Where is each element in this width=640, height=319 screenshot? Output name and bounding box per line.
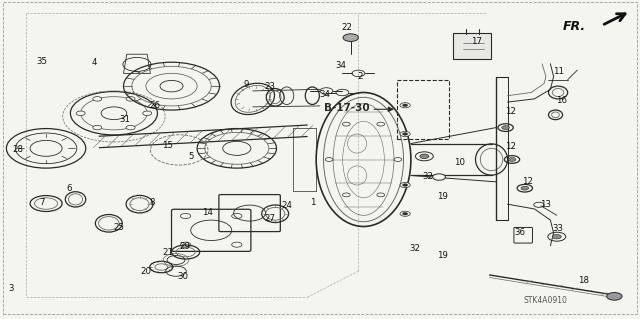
Text: 11: 11 bbox=[552, 67, 564, 76]
Circle shape bbox=[325, 158, 333, 161]
Circle shape bbox=[232, 242, 242, 247]
Circle shape bbox=[552, 234, 561, 239]
Text: STK4A0910: STK4A0910 bbox=[524, 296, 567, 305]
Text: 1: 1 bbox=[310, 198, 315, 207]
Circle shape bbox=[126, 97, 135, 101]
Circle shape bbox=[126, 125, 135, 130]
Text: 17: 17 bbox=[471, 37, 483, 46]
Circle shape bbox=[342, 122, 350, 126]
Circle shape bbox=[180, 242, 191, 247]
Circle shape bbox=[394, 158, 402, 161]
Text: 25: 25 bbox=[113, 223, 124, 232]
Circle shape bbox=[433, 174, 445, 180]
Text: 6: 6 bbox=[67, 184, 72, 193]
Circle shape bbox=[400, 211, 410, 216]
Text: 24: 24 bbox=[281, 201, 292, 210]
Text: 26: 26 bbox=[149, 101, 161, 110]
Circle shape bbox=[403, 184, 408, 186]
Text: 34: 34 bbox=[335, 61, 346, 70]
Circle shape bbox=[607, 293, 622, 300]
Circle shape bbox=[420, 154, 429, 159]
Text: 32: 32 bbox=[422, 172, 433, 181]
Circle shape bbox=[377, 122, 385, 126]
Text: 7: 7 bbox=[39, 198, 44, 207]
Text: 33: 33 bbox=[552, 224, 564, 233]
Circle shape bbox=[400, 131, 410, 137]
Text: 20: 20 bbox=[140, 267, 152, 276]
Text: 23: 23 bbox=[264, 82, 276, 91]
Text: 18: 18 bbox=[578, 276, 589, 285]
Text: 12: 12 bbox=[505, 142, 516, 151]
Text: 27: 27 bbox=[264, 214, 276, 223]
Text: 22: 22 bbox=[341, 23, 353, 32]
Text: 2: 2 bbox=[358, 72, 363, 81]
FancyBboxPatch shape bbox=[453, 33, 491, 59]
Circle shape bbox=[403, 133, 408, 135]
Text: 21: 21 bbox=[162, 248, 173, 257]
Circle shape bbox=[400, 103, 410, 108]
Circle shape bbox=[93, 97, 102, 101]
Text: 4: 4 bbox=[92, 58, 97, 67]
Circle shape bbox=[343, 34, 358, 41]
Text: 19: 19 bbox=[438, 192, 448, 201]
Text: 35: 35 bbox=[36, 57, 47, 66]
Text: 30: 30 bbox=[177, 272, 188, 281]
Bar bbox=[397, 80, 449, 139]
Text: 36: 36 bbox=[514, 228, 525, 237]
Text: 12: 12 bbox=[522, 177, 534, 186]
Text: 5: 5 bbox=[188, 152, 193, 161]
Circle shape bbox=[502, 126, 509, 130]
Text: B-17-30: B-17-30 bbox=[324, 103, 370, 113]
Text: 10: 10 bbox=[454, 158, 465, 167]
Text: 34: 34 bbox=[319, 90, 331, 99]
Circle shape bbox=[342, 193, 350, 197]
Text: 3: 3 bbox=[9, 284, 14, 293]
Text: 14: 14 bbox=[202, 208, 214, 217]
Text: 28: 28 bbox=[12, 145, 24, 154]
Text: FR.: FR. bbox=[563, 20, 586, 33]
Circle shape bbox=[232, 213, 242, 219]
Circle shape bbox=[521, 186, 529, 190]
Circle shape bbox=[508, 158, 516, 161]
Text: 19: 19 bbox=[438, 251, 448, 260]
Text: 29: 29 bbox=[179, 242, 189, 251]
Circle shape bbox=[400, 182, 410, 188]
Text: 8: 8 bbox=[150, 198, 155, 207]
Circle shape bbox=[415, 152, 433, 161]
Circle shape bbox=[143, 111, 152, 115]
Circle shape bbox=[76, 111, 85, 115]
Text: 15: 15 bbox=[162, 141, 173, 150]
Text: 16: 16 bbox=[556, 96, 568, 105]
Circle shape bbox=[180, 213, 191, 219]
Text: 9: 9 bbox=[244, 80, 249, 89]
Circle shape bbox=[377, 193, 385, 197]
Circle shape bbox=[403, 212, 408, 215]
Text: 32: 32 bbox=[409, 244, 420, 253]
Text: 31: 31 bbox=[119, 115, 131, 124]
Text: 12: 12 bbox=[505, 107, 516, 116]
Text: 13: 13 bbox=[540, 200, 551, 209]
Circle shape bbox=[403, 104, 408, 107]
Circle shape bbox=[93, 125, 102, 130]
